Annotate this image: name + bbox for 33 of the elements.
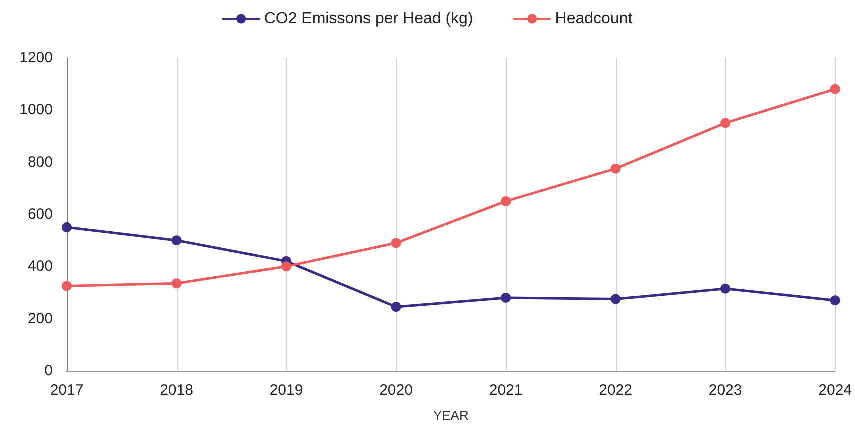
x-tick-label: 2024 <box>818 382 852 399</box>
legend-label: CO2 Emissons per Head (kg) <box>264 10 474 28</box>
point <box>62 281 72 292</box>
point <box>830 296 840 306</box>
point <box>282 262 292 272</box>
x-tick-label: 2021 <box>489 382 523 399</box>
x-axis-title: YEAR <box>433 408 469 423</box>
y-tick-label: 200 <box>28 310 53 328</box>
x-tick-label: 2020 <box>380 382 413 399</box>
y-tick-label: 0 <box>44 362 53 380</box>
x-tick-label: 2017 <box>50 382 84 399</box>
point <box>720 284 731 294</box>
point <box>391 302 402 312</box>
x-tick-label: 2023 <box>708 382 742 399</box>
point <box>501 292 512 303</box>
point <box>62 222 72 233</box>
y-tick-label: 1200 <box>20 50 53 66</box>
y-tick-label: 600 <box>28 206 53 223</box>
point <box>172 236 182 246</box>
y-tick-label: 800 <box>28 154 53 171</box>
point <box>610 164 621 174</box>
x-tick-label: 2018 <box>160 382 194 399</box>
point <box>610 294 621 304</box>
point <box>830 84 840 94</box>
y-tick-label: 1000 <box>20 102 53 119</box>
point <box>501 196 512 206</box>
point <box>720 118 731 128</box>
point <box>172 278 182 289</box>
legend-label: Headcount <box>555 10 634 28</box>
x-tick-label: 2022 <box>599 382 632 399</box>
x-tick-label: 2019 <box>270 382 304 399</box>
point <box>391 238 402 248</box>
y-tick-label: 400 <box>28 258 53 276</box>
